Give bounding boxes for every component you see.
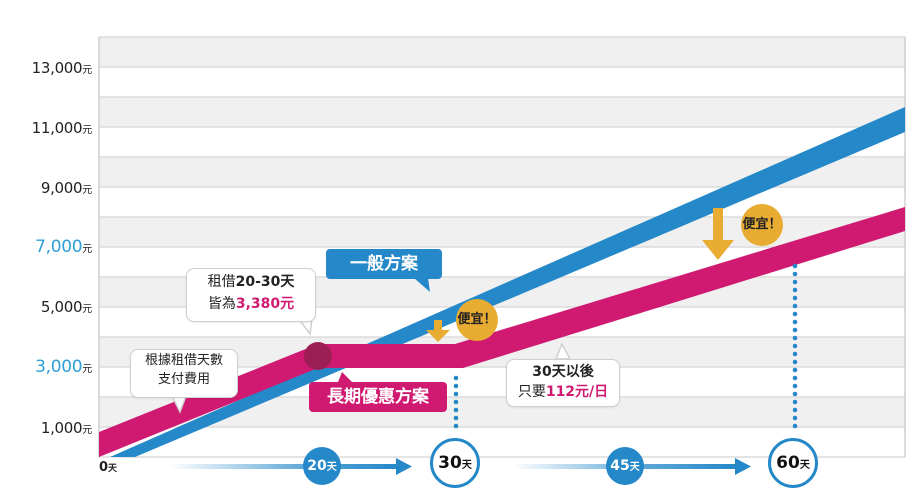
day-marker-30: 30天 [430, 438, 480, 488]
y-tick-13000: 13,000元 [31, 59, 93, 77]
dotted-guide-30 [453, 375, 459, 429]
daily-price: 112元/日 [545, 384, 609, 400]
y-tick-9000: 9,000元 [40, 179, 92, 197]
legend-normal-plan: 一般方案 [326, 249, 442, 279]
callout-line: 支付費用 [157, 372, 210, 387]
callout-text-bold: 30天以後 [532, 364, 594, 380]
day-marker-60: 60天 [768, 438, 818, 488]
y-tick-3000: 3,000元 [35, 357, 92, 377]
cheap-badge: 便宜！ [741, 204, 783, 246]
down-arrow-icon [426, 320, 450, 342]
callout-line: 根據租借天數 [144, 353, 223, 368]
day-marker-45: 45天 [606, 447, 644, 485]
callout-after-30: 30天以後 只要112元/日 [506, 359, 620, 407]
down-arrow-icon [702, 208, 734, 260]
callout-text: 只要 [517, 384, 546, 400]
callout-text: 皆為 [207, 296, 236, 312]
callout-pay-by-days: 根據租借天數 支付費用 [130, 349, 238, 398]
cheap-badge: 便宜！ [456, 299, 498, 341]
y-tick-5000: 5,000元 [40, 298, 92, 316]
day-marker-20: 20天 [303, 447, 341, 485]
y-tick-11000: 11,000元 [31, 119, 93, 137]
flat-start-marker [304, 342, 332, 370]
y-tick-7000: 7,000元 [35, 237, 92, 257]
legend-long-term-plan: 長期優惠方案 [309, 382, 447, 412]
flat-price: 3,380元 [235, 296, 295, 312]
x-tick-0: 0天 [99, 460, 118, 475]
callout-text-bold: 20-30天 [235, 274, 295, 290]
y-tick-1000: 1,000元 [40, 419, 92, 437]
dotted-guide-60 [792, 263, 798, 429]
callout-text: 租借 [207, 274, 236, 290]
callout-flat-rate: 租借20-30天 皆為3,380元 [186, 268, 316, 322]
day-arrow-0-30 [170, 458, 412, 475]
series-long-term-plan [99, 207, 905, 457]
